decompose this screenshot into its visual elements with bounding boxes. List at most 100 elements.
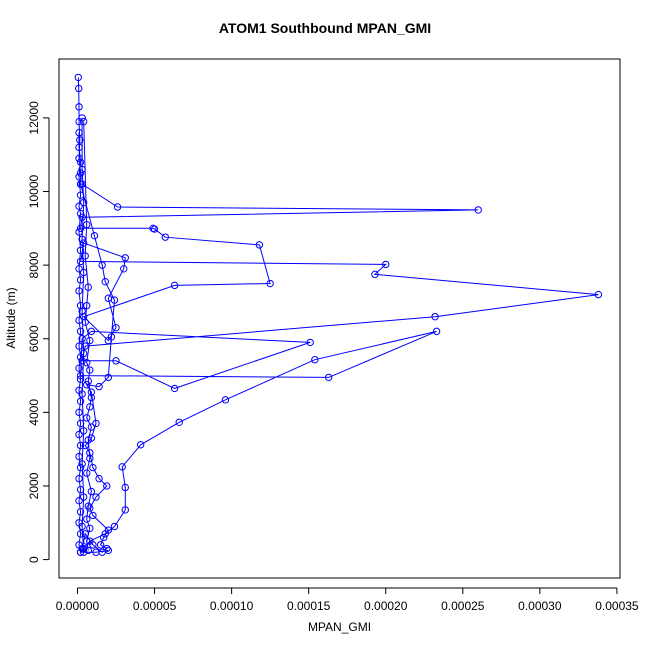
data-point [76,257,85,266]
data-point [75,474,83,483]
data-point [84,502,92,510]
data-point [76,508,85,516]
plot-frame [58,58,621,579]
data-point [83,301,91,310]
x-tick-label: 0.00035 [595,599,639,613]
data-point [79,349,88,358]
y-tick-label: 6000 [27,325,41,352]
data-point [113,203,122,211]
y-tick-label: 8000 [27,251,41,278]
data-point [84,546,92,555]
data-point [75,265,83,273]
data-point [76,548,85,556]
data-point [75,287,83,295]
x-tick-label: 0.00005 [133,599,177,613]
y-tick-label: 4000 [27,399,41,426]
data-point [79,268,88,277]
data-point [75,202,83,210]
data-point [76,246,85,255]
data-point [78,235,86,244]
data-point [76,397,85,406]
data-point [86,366,94,374]
data-point [78,114,86,122]
data-point [121,254,129,262]
data-point [84,436,92,444]
data-point [76,158,85,166]
data-point [98,261,106,269]
data-point [75,430,83,439]
data-point [83,469,91,477]
data-point [87,423,96,431]
data-point [474,206,482,214]
data-point [84,377,92,385]
data-point [101,277,109,286]
data-point [110,296,119,304]
data-point [92,419,100,428]
data-point [78,307,86,315]
data-point [76,136,84,144]
data-point [75,364,83,372]
data-point [121,506,129,514]
data-point [175,418,183,426]
y-tick-label: 2000 [27,472,41,499]
data-point [76,224,85,233]
data-point [107,333,116,341]
data-point [87,393,96,402]
data-point [431,312,439,321]
data-point [112,357,120,365]
data-point [83,515,91,523]
data-point [83,381,91,389]
data-point [78,213,86,221]
data-point [103,544,111,553]
data-point [78,390,86,398]
data-point [89,541,97,549]
data-point [84,283,92,291]
data-point [150,225,159,233]
data-point [76,209,85,218]
data-point [75,342,83,350]
y-tick-label: 12000 [27,101,41,135]
data-point [83,220,91,229]
data-point [98,548,106,556]
x-tick-label: 0.00030 [518,599,562,613]
data-point [120,265,128,273]
x-axis-label: MPAN_GMI [307,620,372,634]
data-point [86,504,94,512]
data-point [76,375,85,383]
y-tick-label: 10000 [27,175,41,209]
data-point [81,252,89,260]
data-point [170,281,179,290]
data-point [104,373,113,382]
plot-area [74,73,603,556]
data-point [99,533,108,542]
data-point [79,548,88,556]
data-point [92,493,100,501]
data-point [161,233,170,241]
data-point [83,537,91,545]
data-point [170,384,179,393]
data-point [79,198,88,207]
data-point [325,373,333,382]
x-tick-label: 0.00010 [210,599,254,613]
y-axis-label: Altitude (m) [4,287,18,349]
data-point [76,169,85,177]
x-tick-label: 0.00000 [56,599,100,613]
x-tick-label: 0.00020 [364,599,408,613]
data-point [104,526,113,534]
data-point [76,463,85,472]
series-line-5 [81,117,85,553]
data-point [78,165,86,174]
chart-title: ATOM1 Southbound MPAN_GMI [218,20,432,36]
data-point [89,463,97,472]
data-point [76,180,85,188]
data-point [87,487,96,496]
data-point [75,84,83,93]
data-point [76,530,85,538]
data-point [79,427,88,435]
data-point [78,335,86,343]
x-tick-label: 0.00025 [441,599,485,613]
data-point [95,382,103,391]
data-point [95,474,103,483]
data-point [110,522,119,531]
